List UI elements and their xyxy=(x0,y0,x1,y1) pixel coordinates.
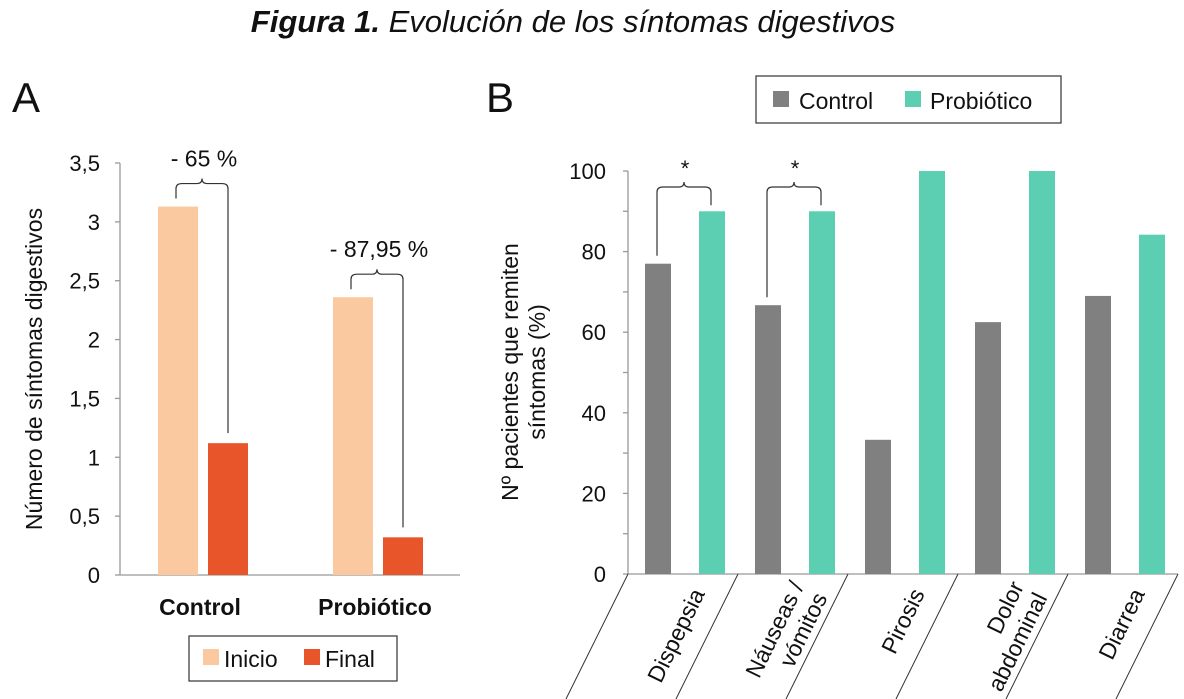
bar-final-control xyxy=(208,443,248,575)
x-category-label: Probiótico xyxy=(318,594,432,620)
y-tick-label: 3 xyxy=(88,210,100,235)
difference-annotation: - 87,95 % xyxy=(330,236,428,262)
y-tick-label: 60 xyxy=(582,320,606,345)
y-tick-label: 2 xyxy=(88,328,100,353)
category-separator xyxy=(895,573,959,699)
x-category-label: Náuseas /vómitos xyxy=(740,576,832,692)
significance-asterisk: * xyxy=(681,156,690,181)
category-separator xyxy=(565,573,629,699)
bar-probiotico-1 xyxy=(809,211,835,575)
x-category-label-line: Diarrea xyxy=(1093,584,1150,663)
y-tick-label: 0,5 xyxy=(69,504,100,529)
legend-label-inicio: Inicio xyxy=(224,646,278,672)
bar-probiotico-3 xyxy=(1029,171,1055,574)
category-separator xyxy=(1005,573,1069,699)
y-axis-label-line: síntomas (%) xyxy=(524,304,550,439)
bar-probiotico-2 xyxy=(919,171,945,574)
category-separator xyxy=(675,573,739,699)
y-axis-label: Número de síntomas digestivos xyxy=(21,208,47,530)
y-tick-label: 1,5 xyxy=(69,386,100,411)
y-tick-label: 100 xyxy=(569,159,606,184)
category-separator xyxy=(1115,573,1179,699)
legend-swatch-control xyxy=(773,91,789,107)
y-tick-label: 80 xyxy=(582,240,606,265)
bar-control-0 xyxy=(645,263,671,574)
legend-label-final: Final xyxy=(325,646,375,672)
panel-b-letter: B xyxy=(486,74,515,121)
y-tick-label: 0 xyxy=(594,562,606,587)
legend-swatch-final xyxy=(304,649,320,665)
bar-final-probiotico xyxy=(383,537,423,575)
figure-title: Figura 1. Evolución de los síntomas dige… xyxy=(0,4,1146,40)
bar-control-1 xyxy=(755,305,781,574)
chart-a: 0 0,5 1 1,5 2 2,5 3 3,5 Número de síntomas diges… xyxy=(21,146,460,682)
y-tick-label: 1 xyxy=(88,445,100,470)
y-axis-label: Nº pacientes que remitensíntomas (%) xyxy=(497,243,550,501)
legend-box xyxy=(188,635,398,682)
figure-title-bold: Figura 1. xyxy=(250,4,380,39)
x-category-label: Dispepsia xyxy=(642,584,710,686)
legend-swatch-inicio xyxy=(203,649,219,665)
x-category-label: Dolorabdominal xyxy=(959,577,1052,695)
legend-swatch-probiotico xyxy=(905,91,921,107)
y-tick-label: 2,5 xyxy=(69,269,100,294)
bar-inicio-control xyxy=(158,206,198,575)
bar-control-3 xyxy=(975,322,1001,574)
bar-control-2 xyxy=(865,439,891,574)
x-category-label-line: Dispepsia xyxy=(642,584,710,686)
chart-b: 0 20 40 60 80 100 Nº pacientes que remitensínt… xyxy=(497,75,1179,699)
figure-title-text: Evolución de los síntomas digestivos xyxy=(379,4,896,39)
y-tick-label: 40 xyxy=(582,401,606,426)
panel-a-letter: A xyxy=(12,74,41,121)
significance-bracket xyxy=(656,181,712,256)
y-axis-label-line: Nº pacientes que remiten xyxy=(497,243,523,501)
y-tick-label: 20 xyxy=(582,481,606,506)
bar-inicio-probiotico xyxy=(333,297,373,575)
x-category-label: Control xyxy=(159,594,241,620)
significance-asterisk: * xyxy=(791,156,800,181)
legend-label-control: Control xyxy=(799,88,873,114)
y-tick-label: 3,5 xyxy=(69,151,100,176)
bar-probiotico-0 xyxy=(699,211,725,575)
x-category-label: Diarrea xyxy=(1093,584,1150,663)
legend-label-probiotico: Probiótico xyxy=(930,88,1032,114)
bar-control-4 xyxy=(1085,295,1111,574)
category-separator xyxy=(785,573,849,699)
difference-annotation: - 65 % xyxy=(171,146,237,172)
significance-bracket xyxy=(766,181,822,298)
bar-probiotico-4 xyxy=(1139,234,1165,574)
y-tick-label: 0 xyxy=(88,563,100,588)
